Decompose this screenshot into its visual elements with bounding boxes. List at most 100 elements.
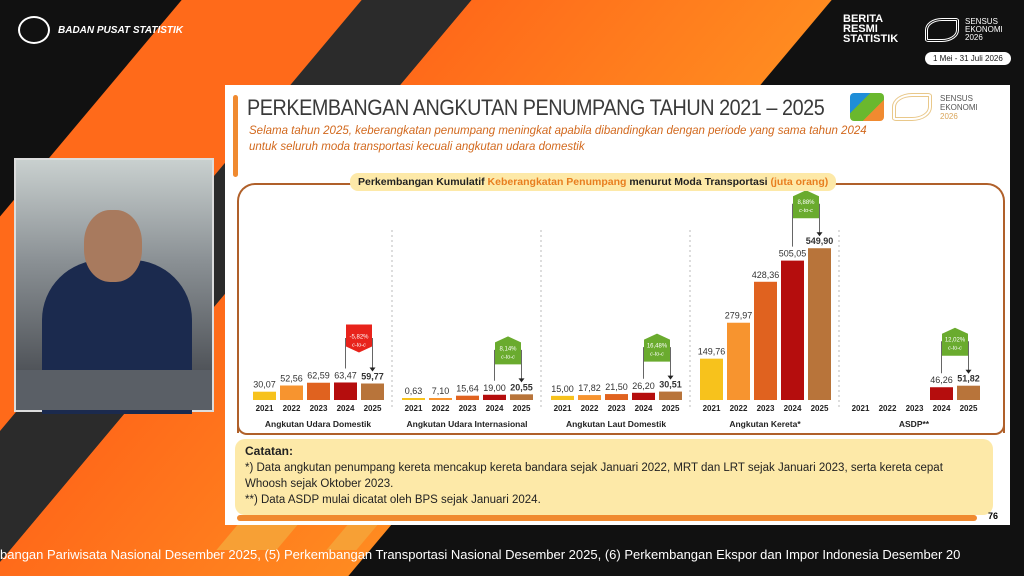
census-logo: SENSUS EKONOMI 2026 <box>925 18 1003 42</box>
value-label: 15,64 <box>456 384 479 394</box>
arrow-down-icon <box>816 232 823 237</box>
arrow-down-icon <box>369 367 376 372</box>
chart-title: Perkembangan Kumulatif Keberangkatan Pen… <box>350 173 837 191</box>
year-label: 2025 <box>960 404 978 413</box>
value-label: 0,63 <box>405 386 423 396</box>
change-value: 12,02% <box>945 338 966 344</box>
year-label: 2024 <box>784 404 802 413</box>
bps-logo-icon <box>18 16 50 44</box>
bar <box>781 260 804 400</box>
bar <box>930 387 953 400</box>
logo-line: EKONOMI <box>940 102 978 112</box>
brs-line: BERITA <box>843 13 884 25</box>
census-line: EKONOMI <box>965 25 1003 34</box>
bps-logo: BADAN PUSAT STATISTIK <box>18 16 183 44</box>
slide: PERKEMBANGAN ANGKUTAN PENUMPANG TAHUN 20… <box>225 85 1010 525</box>
bar <box>280 385 303 400</box>
value-label: 19,00 <box>483 383 506 393</box>
bar <box>402 398 425 400</box>
change-value: -5,82% <box>349 334 369 340</box>
change-label: c-to-c <box>352 342 366 348</box>
bar <box>361 383 384 400</box>
value-label: 17,82 <box>578 383 601 393</box>
year-label: 2021 <box>405 404 423 413</box>
bar-chart: 2021 30,07 2022 52,56 2023 62,59 2024 63,47 2025… <box>253 190 980 429</box>
census-wave-icon <box>925 18 959 42</box>
value-label: 149,76 <box>698 347 726 357</box>
census-wave-icon <box>892 93 932 121</box>
bar <box>483 394 506 400</box>
page-number: 76 <box>988 511 999 521</box>
bar <box>578 395 601 400</box>
speaker-head <box>84 210 142 282</box>
year-label: 2025 <box>364 404 382 413</box>
bar <box>700 358 723 400</box>
bar <box>727 322 750 400</box>
bar <box>754 281 777 400</box>
year-label: 2021 <box>852 404 870 413</box>
year-label: 2024 <box>933 404 951 413</box>
year-label: 2025 <box>811 404 829 413</box>
brs-line: RESMI <box>843 23 878 35</box>
panel-title: Angkutan Kereta* <box>729 419 801 429</box>
value-label: 15,00 <box>551 384 574 394</box>
chart-title-part: menurut Moda Transportasi <box>626 176 771 188</box>
value-label: 7,10 <box>432 386 450 396</box>
year-label: 2024 <box>486 404 504 413</box>
change-badge <box>346 324 372 353</box>
year-label: 2021 <box>554 404 572 413</box>
logo-line: SENSUS <box>940 93 973 103</box>
census-line: 2026 <box>965 33 983 42</box>
year-label: 2023 <box>310 404 328 413</box>
census-line: SENSUS <box>965 17 998 26</box>
value-label: 279,97 <box>725 311 753 321</box>
value-label: 505,05 <box>779 249 807 259</box>
accent-bar <box>233 95 238 177</box>
year-label: 2022 <box>879 404 897 413</box>
value-label: 62,59 <box>307 371 330 381</box>
bar <box>605 394 628 400</box>
value-label: 30,51 <box>659 380 682 390</box>
year-label: 2021 <box>703 404 721 413</box>
bar <box>510 394 533 400</box>
year-label: 2023 <box>757 404 775 413</box>
bar <box>334 382 357 400</box>
note-item: **) Data ASDP mulai dicatat oleh BPS sej… <box>245 494 541 506</box>
value-label: 549,90 <box>806 236 834 246</box>
change-badge <box>644 333 670 362</box>
year-label: 2021 <box>256 404 274 413</box>
change-value: 8,88% <box>797 200 815 206</box>
desk <box>16 370 212 410</box>
notes-box: Catatan: *) Data angkutan penumpang kere… <box>235 439 993 515</box>
slide-title: PERKEMBANGAN ANGKUTAN PENUMPANG TAHUN 20… <box>247 95 825 120</box>
bar <box>551 395 574 400</box>
bar <box>632 392 655 400</box>
logo-line: 2026 <box>940 111 958 121</box>
value-label: 63,47 <box>334 370 357 380</box>
org-name: BADAN PUSAT STATISTIK <box>58 24 183 36</box>
year-label: 2025 <box>662 404 680 413</box>
slide-progress-bar <box>237 515 977 521</box>
value-label: 51,82 <box>957 374 980 384</box>
year-label: 2023 <box>459 404 477 413</box>
year-label: 2022 <box>581 404 599 413</box>
brs-logo: BERITA RESMI STATISTIK <box>843 13 898 45</box>
chart-title-part: Keberangkatan Penumpang <box>487 176 627 188</box>
slide-subtitle: Selama tahun 2025, keberangkatan penumpa… <box>249 125 867 153</box>
note-item: *) Data angkutan penumpang kereta mencak… <box>245 462 943 490</box>
chart-title-part: Perkembangan Kumulatif <box>358 176 488 188</box>
census-dates: 1 Mei - 31 Juli 2026 <box>925 52 1011 65</box>
arrow-down-icon <box>667 375 674 380</box>
change-label: c-to-c <box>948 346 962 352</box>
panel-title: Angkutan Udara Internasional <box>407 419 528 429</box>
value-label: 21,50 <box>605 382 628 392</box>
change-value: 16,48% <box>647 344 668 350</box>
change-value: 8,14% <box>499 346 517 352</box>
change-label: c-to-c <box>799 208 813 214</box>
value-label: 20,55 <box>510 382 533 392</box>
slide-logos: SENSUS EKONOMI 2026 <box>850 93 978 121</box>
year-label: 2024 <box>337 404 355 413</box>
arrow-down-icon <box>518 378 525 383</box>
arrow-down-icon <box>965 369 972 374</box>
value-label: 26,20 <box>632 381 655 391</box>
